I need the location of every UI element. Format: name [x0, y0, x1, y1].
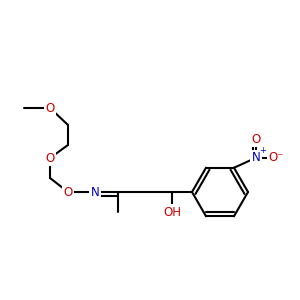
Text: OH: OH — [163, 206, 181, 218]
Text: O⁻: O⁻ — [268, 151, 284, 164]
Text: N: N — [91, 185, 99, 199]
Text: O: O — [45, 152, 55, 164]
Text: N: N — [252, 151, 260, 164]
Text: O: O — [251, 133, 261, 146]
Text: O: O — [63, 185, 73, 199]
Text: +: + — [260, 146, 266, 155]
Text: O: O — [45, 101, 55, 115]
